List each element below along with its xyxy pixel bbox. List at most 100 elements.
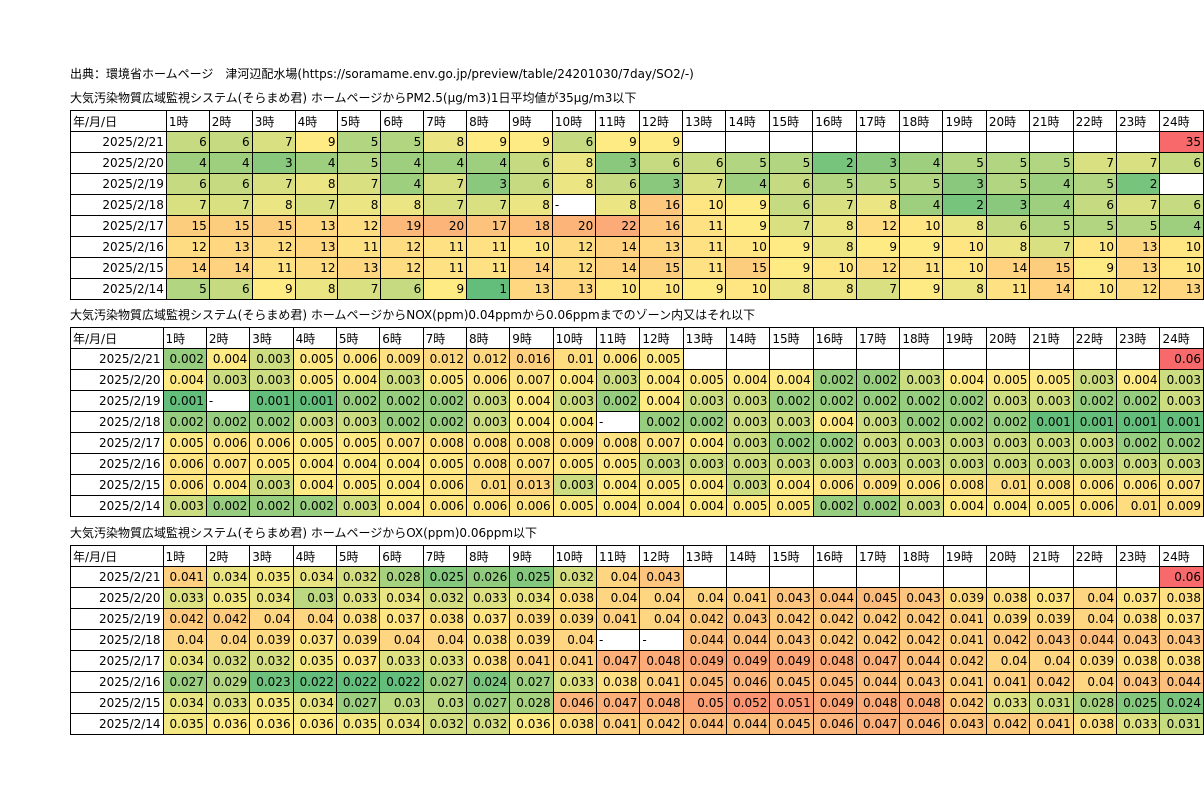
value-cell: 0.005 xyxy=(769,495,814,517)
value-cell: 7 xyxy=(251,173,296,195)
value-cell: 5 xyxy=(855,173,901,195)
value-cell: 0.043 xyxy=(1116,671,1161,693)
value-cell: 0.005 xyxy=(682,369,728,391)
value-cell: 8 xyxy=(337,194,382,216)
value-cell: 0.002 xyxy=(769,432,814,454)
value-cell: 0.03 xyxy=(379,692,424,714)
value-cell: 0.004 xyxy=(595,474,641,496)
value-cell: 0.027 xyxy=(335,692,381,714)
value-cell: 0.003 xyxy=(292,411,337,433)
value-cell: 0.041 xyxy=(986,671,1031,693)
hour-header: 18時 xyxy=(899,110,944,132)
value-cell: 10 xyxy=(1072,236,1118,258)
value-cell: 0.04 xyxy=(205,629,251,651)
value-cell xyxy=(812,131,857,153)
date-cell: 2025/2/16 xyxy=(70,453,164,475)
value-cell: 0.005 xyxy=(162,432,207,454)
table-row: 2025/2/21 6 6 7 9 5 5 8 9 9 6 9 9 35 xyxy=(70,131,1204,153)
value-cell: 0.035 xyxy=(205,587,251,609)
hour-header: 11時 xyxy=(595,545,641,567)
value-cell: 0.005 xyxy=(1029,369,1074,391)
value-cell: 9 xyxy=(899,236,944,258)
value-cell xyxy=(986,566,1031,588)
data-table: 年/月/日 1時 2時 3時 4時 5時 6時 7時 8時 9時 10時 11時 12時 13時 14時 15… xyxy=(70,110,1204,300)
value-cell: 8 xyxy=(942,215,987,237)
value-cell xyxy=(768,131,814,153)
date-cell: 2025/2/19 xyxy=(70,608,164,630)
table-row: 2025/2/16 0.006 0.007 0.005 0.004 0.004 0.004 0… xyxy=(70,453,1204,475)
hour-header: 9時 xyxy=(509,327,554,349)
table-row: 2025/2/20 0.004 0.003 0.003 0.005 0.004 0.003 0… xyxy=(70,369,1204,391)
value-cell: 0.003 xyxy=(726,474,771,496)
value-cell: 0.039 xyxy=(249,629,294,651)
table-row: 2025/2/16 0.027 0.029 0.023 0.022 0.022 0.022 0… xyxy=(70,671,1204,693)
value-cell: 0.004 xyxy=(942,369,988,391)
value-cell: - xyxy=(595,629,641,651)
hour-header: 20時 xyxy=(986,327,1031,349)
value-cell: 0.003 xyxy=(249,348,294,370)
value-cell: 0.003 xyxy=(726,432,771,454)
value-cell: 0.003 xyxy=(769,411,814,433)
value-cell: 15 xyxy=(725,257,770,279)
value-cell: 0.034 xyxy=(162,650,207,672)
value-cell: 0.043 xyxy=(1159,629,1204,651)
table-row: 2025/2/20 4 4 3 4 5 4 4 4 6 8 3 6 6 5 5 2 3 4 5 5 5 7 7 6 xyxy=(70,152,1204,174)
value-cell xyxy=(812,566,858,588)
value-cell: 8 xyxy=(768,278,814,300)
value-cell: 0.049 xyxy=(726,650,771,672)
value-cell: 0.044 xyxy=(682,629,728,651)
value-cell: 13 xyxy=(337,257,382,279)
value-cell xyxy=(682,348,728,370)
value-cell: 0.004 xyxy=(682,495,728,517)
value-cell xyxy=(726,566,771,588)
value-cell: 0.034 xyxy=(379,587,424,609)
value-cell: 0.002 xyxy=(249,495,294,517)
value-cell: 0.003 xyxy=(1029,453,1074,475)
value-cell: 6 xyxy=(638,152,684,174)
value-cell: 18 xyxy=(509,215,553,237)
value-cell: 7 xyxy=(466,194,511,216)
value-cell: 0.042 xyxy=(942,650,988,672)
value-cell: 0.037 xyxy=(1159,608,1204,630)
value-cell: 15 xyxy=(165,215,210,237)
value-cell: 0.042 xyxy=(899,608,944,630)
table-row: 2025/2/18 0.04 0.04 0.039 0.037 0.039 0.04 0.04… xyxy=(70,629,1204,651)
value-cell: 9 xyxy=(423,278,468,300)
value-cell: 0.007 xyxy=(509,453,554,475)
value-cell: 0.005 xyxy=(292,432,337,454)
value-cell xyxy=(856,566,901,588)
value-cell: 0.038 xyxy=(465,650,511,672)
value-cell: 0.042 xyxy=(856,608,901,630)
value-cell: 4 xyxy=(423,152,468,174)
value-cell: 0.002 xyxy=(595,390,641,412)
hour-header: 8時 xyxy=(466,110,511,132)
value-cell: 0.04 xyxy=(422,629,467,651)
value-cell: 0.028 xyxy=(509,692,554,714)
value-cell: 11 xyxy=(985,278,1031,300)
value-cell xyxy=(1116,566,1161,588)
value-cell: 0.032 xyxy=(335,566,381,588)
value-cell: 10 xyxy=(1159,257,1204,279)
value-cell: 0.003 xyxy=(726,411,771,433)
value-cell: 4 xyxy=(380,152,425,174)
value-cell: 5 xyxy=(768,152,814,174)
value-cell: 0.038 xyxy=(335,608,381,630)
value-cell: 6 xyxy=(551,131,597,153)
value-cell: 0.002 xyxy=(162,348,207,370)
value-cell: 0.006 xyxy=(422,495,467,517)
value-cell: 10 xyxy=(638,278,684,300)
value-cell xyxy=(1115,131,1161,153)
value-cell: 13 xyxy=(208,236,253,258)
value-cell: 13 xyxy=(551,278,597,300)
value-cell: 0.005 xyxy=(552,495,597,517)
value-cell: 11 xyxy=(899,257,944,279)
value-cell: 13 xyxy=(1115,257,1161,279)
value-cell: 0.04 xyxy=(639,587,684,609)
value-cell: 0.01 xyxy=(465,474,511,496)
value-cell: 0.003 xyxy=(942,453,988,475)
value-cell: 3 xyxy=(942,173,987,195)
value-cell: 0.003 xyxy=(986,390,1031,412)
date-cell: 2025/2/17 xyxy=(70,215,167,237)
hour-header: 13時 xyxy=(682,327,728,349)
hour-header: 9時 xyxy=(509,545,554,567)
